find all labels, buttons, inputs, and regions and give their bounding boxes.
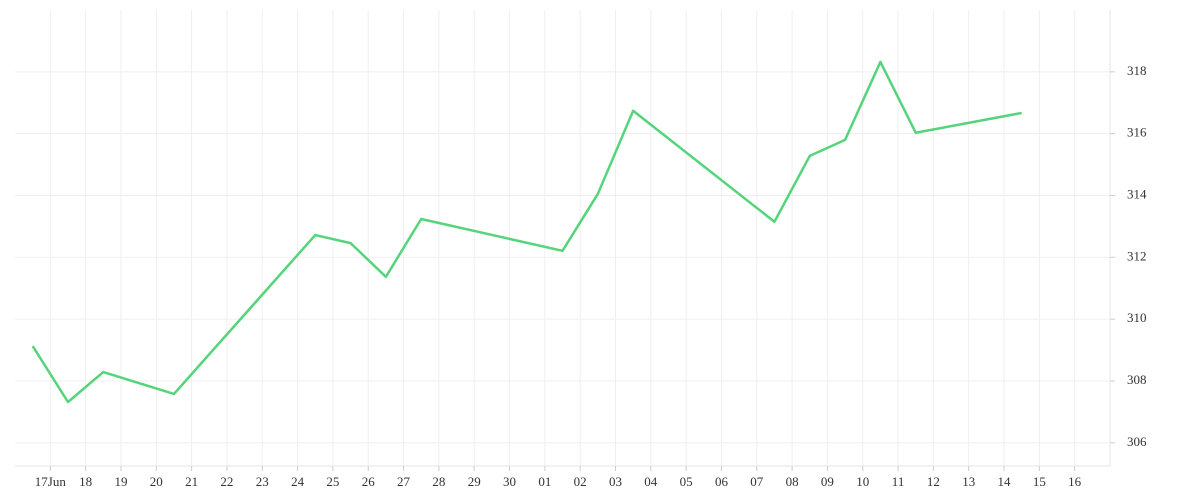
y-tick-label: 308: [1127, 372, 1147, 387]
x-tick-label: 06: [715, 474, 729, 489]
y-tick-label: 314: [1127, 186, 1147, 201]
x-tick-label: 09: [821, 474, 834, 489]
x-tick-label: 20: [150, 474, 163, 489]
x-tick-label: 30: [503, 474, 516, 489]
x-tick-label: 15: [1033, 474, 1046, 489]
x-tick-label: 23: [256, 474, 269, 489]
x-tick-label: 16: [1068, 474, 1082, 489]
y-tick-label: 318: [1127, 63, 1147, 78]
x-tick-label: 14: [998, 474, 1012, 489]
y-tick-label: 316: [1127, 125, 1147, 140]
x-tick-label: 21: [185, 474, 198, 489]
x-tick-label: 29: [468, 474, 481, 489]
x-tick-label: 26: [362, 474, 376, 489]
y-tick-label: 306: [1127, 434, 1147, 449]
x-tick-label: 12: [927, 474, 940, 489]
x-tick-label: 13: [962, 474, 975, 489]
x-tick-label: 07: [750, 474, 764, 489]
x-tick-label: 19: [114, 474, 127, 489]
line-series: [31, 60, 1022, 404]
x-tick-label: 02: [574, 474, 587, 489]
x-tick-label: 22: [220, 474, 233, 489]
x-tick-label: 03: [609, 474, 622, 489]
x-tick-label: 18: [79, 474, 92, 489]
x-tick-label: 27: [397, 474, 411, 489]
y-tick-label: 312: [1127, 248, 1147, 263]
x-tick-label: 01: [538, 474, 551, 489]
x-tick-label: 28: [432, 474, 445, 489]
x-tick-label: 17Jun: [35, 474, 67, 489]
x-tick-label: 10: [856, 474, 869, 489]
x-tick-label: 08: [786, 474, 799, 489]
y-tick-label: 310: [1127, 310, 1147, 325]
x-tick-label: 05: [680, 474, 693, 489]
x-tick-label: 25: [326, 474, 339, 489]
x-tick-label: 11: [892, 474, 905, 489]
x-tick-label: 04: [644, 474, 658, 489]
x-tick-label: 24: [291, 474, 305, 489]
